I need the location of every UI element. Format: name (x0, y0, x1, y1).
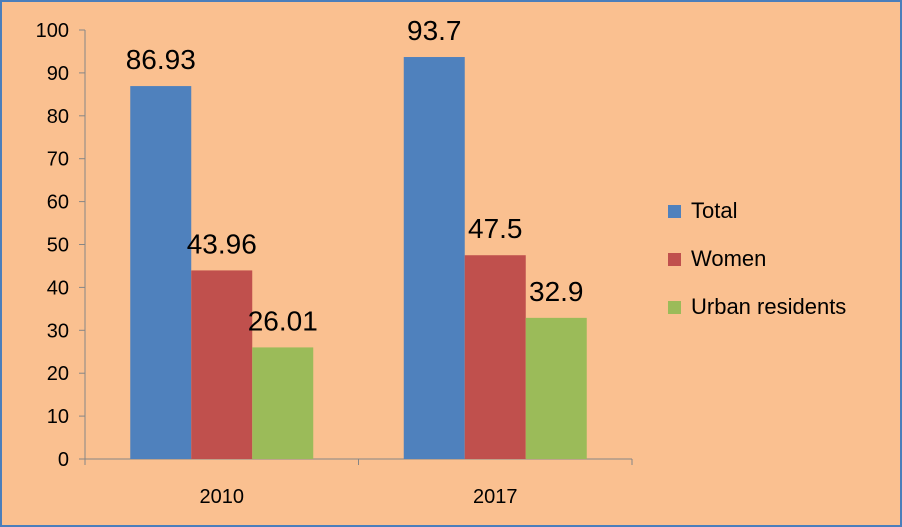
y-tick-label: 100 (36, 20, 69, 42)
data-label-women-2010: 43.96 (187, 228, 257, 259)
y-tick-label: 20 (47, 363, 69, 385)
y-tick-label: 30 (47, 320, 69, 342)
legend-label-total: Total (691, 198, 737, 223)
data-label-women-2017: 47.5 (468, 213, 523, 244)
y-tick-label: 0 (58, 449, 69, 471)
y-tick-label: 90 (47, 63, 69, 85)
data-labels: 86.93 43.96 26.01 93.7 47.5 32.9 (126, 15, 584, 336)
y-tick-label: 80 (47, 106, 69, 128)
bar-women-2017 (464, 255, 526, 459)
y-tick-label: 40 (47, 277, 69, 299)
x-category-label: 2017 (473, 486, 518, 508)
bar-total-2010 (130, 86, 192, 459)
data-label-urban-residents-2017: 32.9 (529, 276, 584, 307)
legend-label-women: Women (691, 246, 766, 271)
legend-swatch-urban-residents (668, 301, 681, 314)
data-label-total-2017: 93.7 (407, 15, 462, 46)
y-tick-label: 50 (47, 235, 69, 257)
y-tick-label: 10 (47, 406, 69, 428)
data-label-urban-residents-2010: 26.01 (248, 305, 318, 336)
legend-swatch-total (668, 205, 681, 218)
y-tick-label: 70 (47, 149, 69, 171)
legend-swatch-women (668, 253, 681, 266)
y-tick-label: 60 (47, 192, 69, 214)
data-label-total-2010: 86.93 (126, 44, 196, 75)
x-category-label: 2010 (200, 486, 245, 508)
legend: Total Women Urban residents (668, 198, 846, 319)
y-axis-ticks: 0 10 20 30 40 50 60 70 80 90 100 (36, 20, 85, 471)
bar-total-2017 (403, 57, 465, 459)
bar-women-2010 (191, 270, 253, 459)
bar-series (130, 57, 587, 459)
legend-label-urban-residents: Urban residents (691, 294, 846, 319)
bar-urban-residents-2010 (252, 347, 314, 459)
category-labels: 2010 2017 (200, 486, 518, 508)
bar-urban-residents-2017 (525, 317, 587, 459)
